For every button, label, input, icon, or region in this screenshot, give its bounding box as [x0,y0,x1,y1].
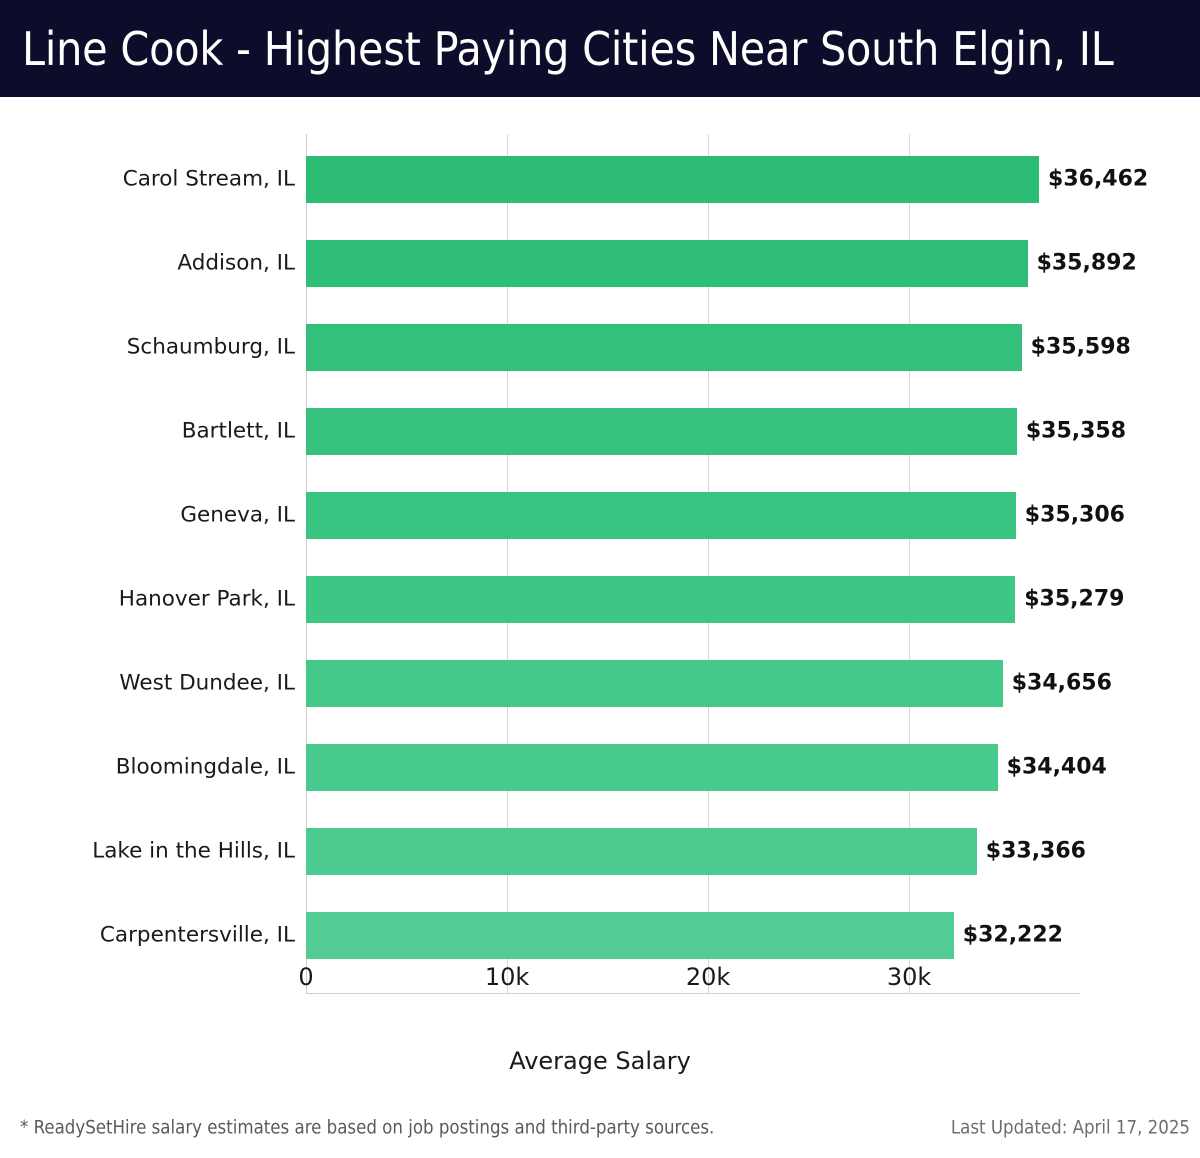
bar-value-label: $35,306 [1024,502,1125,528]
bar[interactable] [306,492,1016,539]
bar-category-label: Carpentersville, IL [99,922,295,948]
bar-row: Bartlett, IL $35,358 [182,389,1126,473]
x-axis-title: Average Salary [509,1047,691,1075]
gridline-20k [708,134,710,993]
bar-row: Carpentersville, IL $32,222 [100,893,1080,977]
bar[interactable] [306,828,977,875]
bar-value-label: $32,222 [962,922,1063,948]
bar-category-label: Geneva, IL [180,502,295,528]
footer-bar: * ReadySetHire salary estimates are base… [0,1097,1200,1158]
bar[interactable] [306,408,1017,455]
bar[interactable] [306,912,954,959]
gridline-30k [909,134,911,993]
bar-value-label: $34,656 [1011,670,1112,696]
footer-disclaimer: * ReadySetHire salary estimates are base… [20,1117,715,1138]
bar[interactable] [306,744,998,791]
bar[interactable] [306,240,1028,287]
header-bar: Line Cook - Highest Paying Cities Near S… [0,0,1200,97]
gridline-10k [507,134,509,993]
plot-region: Carol Stream, IL $36,462 Addison, IL $35,89… [92,134,1148,993]
bar-row: West Dundee, IL $34,656 [119,641,1112,725]
bar-row: Schaumburg, IL $35,598 [127,305,1131,389]
bar-category-label: West Dundee, IL [119,670,295,696]
bar-row: Carol Stream, IL $36,462 [123,137,1148,221]
bar[interactable] [306,324,1022,371]
bar-value-label: $35,892 [1036,250,1137,276]
x-axis-line [306,993,1080,994]
bar-category-label: Lake in the Hills, IL [92,838,295,864]
bar-value-label: $35,598 [1030,334,1131,360]
bar-category-label: Schaumburg, IL [126,334,295,360]
x-tick-30k: 30k [886,963,932,991]
x-tick-10k: 10k [484,963,530,991]
footer-last-updated: Last Updated: April 17, 2025 [950,1117,1190,1138]
bar-category-label: Carol Stream, IL [122,166,295,192]
page-title: Line Cook - Highest Paying Cities Near S… [22,21,1114,76]
bar-category-label: Hanover Park, IL [118,586,295,612]
bar-value-label: $34,404 [1006,754,1107,780]
bar-category-label: Bartlett, IL [181,418,295,444]
bar-row: Geneva, IL $35,306 [180,473,1125,557]
bar-row: Bloomingdale, IL $34,404 [116,725,1107,809]
bar-chart: Carol Stream, IL $36,462 Addison, IL $35,89… [0,97,1200,1097]
bar-category-label: Bloomingdale, IL [115,754,295,780]
bar-row: Hanover Park, IL $35,279 [119,557,1124,641]
bar-category-label: Addison, IL [177,250,295,276]
bar[interactable] [306,156,1040,203]
bar-value-label: $36,462 [1048,166,1149,192]
bar-row: Lake in the Hills, IL $33,366 [92,809,1086,893]
bar[interactable] [306,576,1016,623]
bar-value-label: $33,366 [985,838,1086,864]
bar-row: Addison, IL $35,892 [177,221,1137,305]
bar[interactable] [306,660,1003,707]
x-tick-0: 0 [298,963,314,991]
bar-value-label: $35,279 [1024,586,1125,612]
x-tick-20k: 20k [685,963,731,991]
bar-value-label: $35,358 [1025,418,1127,444]
gridline-zero [306,134,307,993]
